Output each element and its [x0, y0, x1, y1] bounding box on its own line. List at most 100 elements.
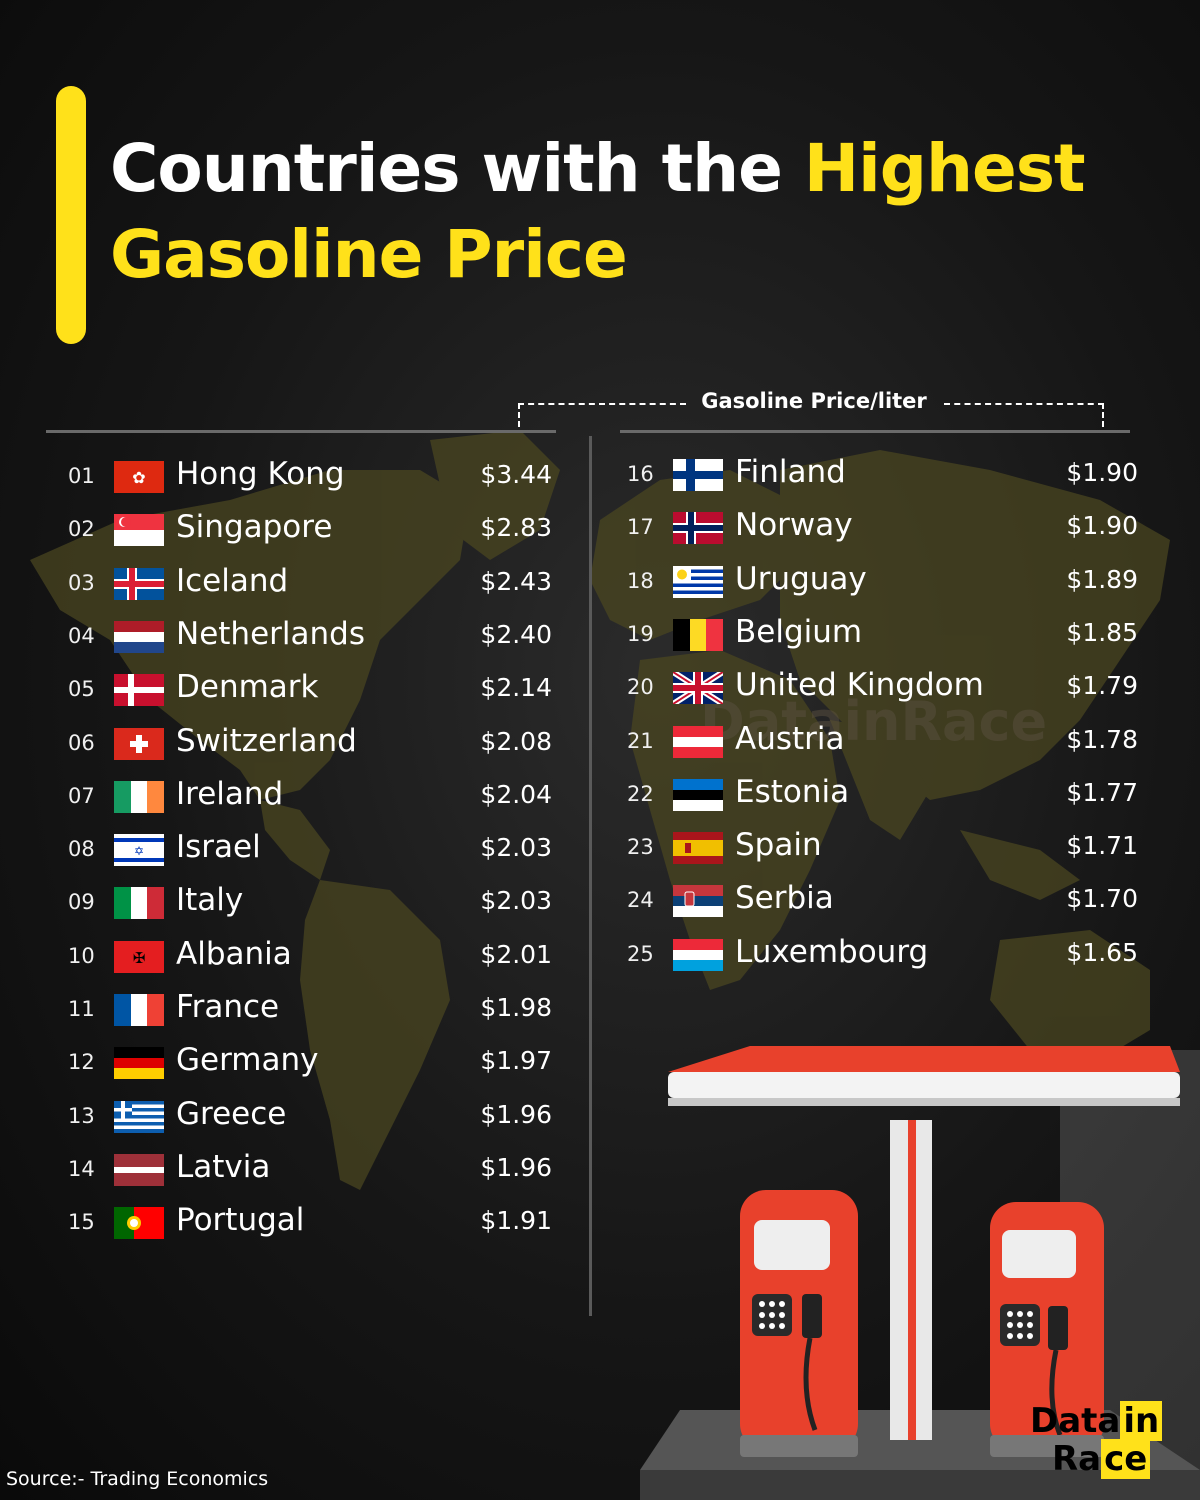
- at-flag-icon: [673, 725, 723, 758]
- table-row: 02 Singapore $2.83: [68, 509, 552, 551]
- logo-text-ra: Ra: [1052, 1439, 1102, 1479]
- fi-flag-icon: [673, 459, 723, 491]
- country-name: Uruguay: [735, 560, 867, 597]
- price-value: $2.03: [480, 886, 552, 916]
- country-name: Germany: [176, 1042, 319, 1079]
- ee-flag-icon: [673, 778, 723, 811]
- source-note: Source:- Trading Economics: [6, 1468, 269, 1490]
- rank-number: 20: [627, 675, 654, 700]
- country-name: Italy: [176, 882, 244, 919]
- price-value: $1.85: [1066, 617, 1138, 647]
- gr-flag-icon: [114, 1100, 164, 1133]
- price-value: $2.83: [480, 513, 552, 543]
- table-row: 08 ✡ Israel $2.03: [68, 829, 552, 871]
- country-name: Greece: [176, 1095, 287, 1132]
- rank-number: 08: [68, 837, 95, 862]
- logo-text-in: in: [1120, 1401, 1163, 1441]
- country-name: Spain: [735, 827, 822, 864]
- country-name: Ireland: [176, 775, 284, 812]
- table-row: 18 Uruguay $1.89: [627, 560, 1138, 603]
- country-name: Switzerland: [176, 722, 357, 759]
- price-value: $1.78: [1066, 724, 1138, 754]
- price-value: $1.96: [480, 1099, 552, 1129]
- table-row: 09 Italy $2.03: [68, 882, 552, 924]
- price-value: $2.04: [480, 779, 552, 809]
- table-row: 07 Ireland $2.04: [68, 775, 552, 818]
- table-row: 25 Luxembourg $1.65: [627, 934, 1138, 976]
- no-flag-icon: [673, 512, 723, 545]
- table-row: 15 Portugal $1.91: [68, 1202, 552, 1244]
- country-name: Singapore: [176, 509, 333, 546]
- logo-text-data: Data: [1030, 1401, 1121, 1441]
- price-value: $2.01: [480, 939, 552, 969]
- svg-text:✡: ✡: [134, 844, 144, 858]
- rank-number: 12: [68, 1050, 95, 1075]
- price-value: $1.71: [1066, 831, 1138, 861]
- rs-flag-icon: [673, 885, 723, 918]
- country-name: Norway: [735, 507, 853, 544]
- rank-number: 11: [68, 997, 95, 1021]
- rank-number: 13: [68, 1103, 95, 1128]
- rank-number: 18: [627, 568, 654, 593]
- price-value: $1.65: [1066, 937, 1138, 967]
- country-name: Albania: [176, 935, 292, 972]
- is-flag-icon: [114, 567, 164, 600]
- rank-number: 15: [68, 1210, 95, 1235]
- header-bracket-right: [944, 403, 1104, 427]
- column-divider: [589, 436, 592, 1316]
- rank-number: 24: [627, 888, 654, 913]
- price-value: $2.14: [480, 673, 552, 703]
- rank-number: 22: [627, 781, 654, 806]
- price-value: $1.77: [1066, 777, 1138, 807]
- rank-number: 17: [627, 515, 654, 540]
- pt-flag-icon: [114, 1207, 164, 1240]
- price-value: $1.97: [480, 1046, 552, 1076]
- country-name: Austria: [735, 720, 845, 757]
- rank-number: 21: [627, 728, 654, 753]
- table-row: 17 Norway $1.90: [627, 507, 1138, 549]
- rank-number: 10: [68, 943, 95, 968]
- price-value: $1.98: [480, 993, 552, 1022]
- rank-number: 23: [627, 835, 654, 860]
- country-name: Finland: [735, 454, 846, 490]
- table-row: 05 Denmark $2.14: [68, 669, 552, 711]
- uy-flag-icon: [673, 565, 723, 598]
- it-flag-icon: [114, 887, 164, 920]
- ie-flag-icon: [114, 780, 164, 813]
- title-white-part: Countries with the: [110, 130, 804, 207]
- table-row: 12 Germany $1.97: [68, 1042, 552, 1084]
- country-name: Latvia: [176, 1148, 271, 1185]
- table-row: 06 Switzerland $2.08: [68, 722, 552, 765]
- table-row: 21 Austria $1.78: [627, 720, 1138, 763]
- ch-flag-icon: [114, 727, 164, 760]
- country-name: Serbia: [735, 880, 834, 917]
- gb-flag-icon: [673, 672, 723, 705]
- table-row: 01 ✿ Hong Kong $3.44: [68, 456, 552, 498]
- country-name: Estonia: [735, 773, 850, 810]
- price-value: $1.90: [1066, 458, 1138, 487]
- price-value: $2.03: [480, 833, 552, 863]
- il-flag-icon: ✡: [114, 834, 164, 867]
- table-row: 10 ✠ Albania $2.01: [68, 935, 552, 978]
- fr-flag-icon: [114, 994, 164, 1026]
- de-flag-icon: [114, 1047, 164, 1080]
- price-value: $2.08: [480, 726, 552, 756]
- lu-flag-icon: [673, 938, 723, 971]
- country-name: Iceland: [176, 562, 289, 599]
- price-value: $1.96: [480, 1152, 552, 1182]
- table-row: 24 Serbia $1.70: [627, 880, 1138, 922]
- price-value: $1.70: [1066, 884, 1138, 914]
- dk-flag-icon: [114, 674, 164, 707]
- rank-number: 04: [68, 623, 95, 648]
- title-accent-bar: [56, 86, 86, 344]
- table-row: 14 Latvia $1.96: [68, 1148, 552, 1191]
- table-row: 11 France $1.98: [68, 989, 552, 1031]
- svg-text:✠: ✠: [133, 949, 146, 967]
- price-value: $3.44: [480, 460, 552, 489]
- table-row: 23 Spain $1.71: [627, 827, 1138, 869]
- rank-number: 09: [68, 890, 95, 915]
- brand-logo: Datain Race: [1030, 1400, 1180, 1480]
- be-flag-icon: [673, 618, 723, 651]
- rank-number: 05: [68, 677, 95, 702]
